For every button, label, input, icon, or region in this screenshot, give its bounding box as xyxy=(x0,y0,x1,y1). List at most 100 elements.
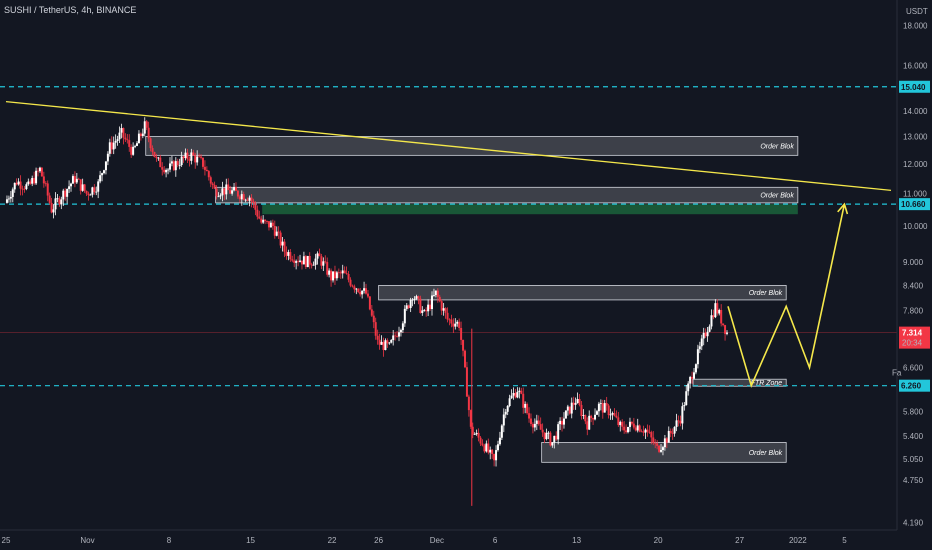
candle-body xyxy=(710,315,713,327)
candle-body xyxy=(316,253,319,259)
candle-body xyxy=(549,432,552,446)
candle-body xyxy=(500,425,503,438)
candle-body xyxy=(256,209,259,217)
candle-body xyxy=(188,159,191,161)
candle-body xyxy=(496,444,499,451)
candle-body xyxy=(275,231,278,236)
candle-body xyxy=(252,201,255,203)
candle-body xyxy=(126,139,129,141)
x-tick-label: 26 xyxy=(374,536,383,545)
candle-body xyxy=(491,449,494,455)
candle-body xyxy=(378,339,381,345)
candle-body xyxy=(200,156,203,158)
candle-body xyxy=(42,176,45,184)
candle-body xyxy=(361,290,364,295)
candle-body xyxy=(722,323,725,326)
candle-body xyxy=(613,413,616,416)
candle-body xyxy=(310,264,313,266)
x-tick-label: 5 xyxy=(842,536,847,545)
candle-body xyxy=(516,391,519,398)
order-block-zone xyxy=(378,285,787,301)
candle-body xyxy=(7,198,10,200)
candle-body xyxy=(465,367,468,397)
candle-body xyxy=(136,143,139,146)
candle-body xyxy=(349,279,352,286)
candle-body xyxy=(698,346,701,350)
candle-body xyxy=(95,191,98,193)
candle-body xyxy=(40,167,43,177)
candle-body xyxy=(351,285,354,287)
candle-body xyxy=(159,157,162,168)
candle-body xyxy=(597,403,600,412)
candle-body xyxy=(203,166,206,170)
candle-body xyxy=(147,127,150,139)
candle-body xyxy=(396,335,399,337)
candle-body xyxy=(205,169,208,172)
candle-body xyxy=(180,156,183,166)
candle-body xyxy=(64,190,67,197)
candle-body xyxy=(271,222,274,226)
candle-body xyxy=(302,256,305,265)
x-tick-label: 8 xyxy=(167,536,172,545)
candle-body xyxy=(570,402,573,414)
candle-body xyxy=(409,299,412,308)
x-tick-label: 20 xyxy=(654,536,663,545)
candle-body xyxy=(685,391,688,406)
candle-body xyxy=(456,321,459,324)
candle-body xyxy=(75,178,78,183)
candle-body xyxy=(291,259,294,261)
candle-body xyxy=(594,414,597,420)
candle-body xyxy=(345,273,348,274)
candle-body xyxy=(553,435,556,443)
candle-body xyxy=(297,261,300,262)
candle-body xyxy=(706,331,709,337)
candle-body xyxy=(246,199,249,201)
candle-body xyxy=(382,341,385,351)
candle-body xyxy=(417,296,420,299)
candle-body xyxy=(101,173,104,176)
candle-body xyxy=(318,253,321,257)
level-tag xyxy=(899,379,930,392)
candle-body xyxy=(644,429,647,433)
candle-body xyxy=(143,121,146,134)
candle-body xyxy=(592,418,595,420)
candle-body xyxy=(333,271,336,279)
candle-body xyxy=(285,251,288,256)
candle-body xyxy=(399,330,402,333)
projection-layer xyxy=(727,202,849,389)
candle-body xyxy=(691,377,694,379)
candle-body xyxy=(669,430,672,434)
candle-body xyxy=(293,260,296,263)
candle-body xyxy=(163,169,166,173)
candle-body xyxy=(529,418,532,424)
candle-body xyxy=(215,188,218,197)
candle-body xyxy=(380,341,383,345)
candle-body xyxy=(85,190,88,194)
candle-body xyxy=(726,332,729,334)
candle-body xyxy=(207,171,210,178)
candle-body xyxy=(231,190,234,194)
candle-body xyxy=(582,415,585,416)
candle-body xyxy=(584,415,587,422)
candle-body xyxy=(617,417,620,426)
candle-body xyxy=(190,152,193,161)
candle-body xyxy=(700,338,703,347)
candle-body xyxy=(167,169,170,171)
candle-body xyxy=(250,197,253,202)
candle-body xyxy=(93,187,96,192)
candle-body xyxy=(656,443,659,446)
candle-body xyxy=(458,321,461,328)
order-block-zone xyxy=(215,186,799,204)
candle-body xyxy=(508,398,511,407)
candle-body xyxy=(568,406,571,414)
candle-body xyxy=(165,169,168,173)
candle-body xyxy=(386,340,389,344)
candle-body xyxy=(623,426,626,431)
candle-body xyxy=(407,305,410,308)
zone-label: Order Blok xyxy=(749,290,783,297)
candle-body xyxy=(223,188,226,195)
candle-body xyxy=(355,288,358,290)
candle-body xyxy=(287,252,290,256)
